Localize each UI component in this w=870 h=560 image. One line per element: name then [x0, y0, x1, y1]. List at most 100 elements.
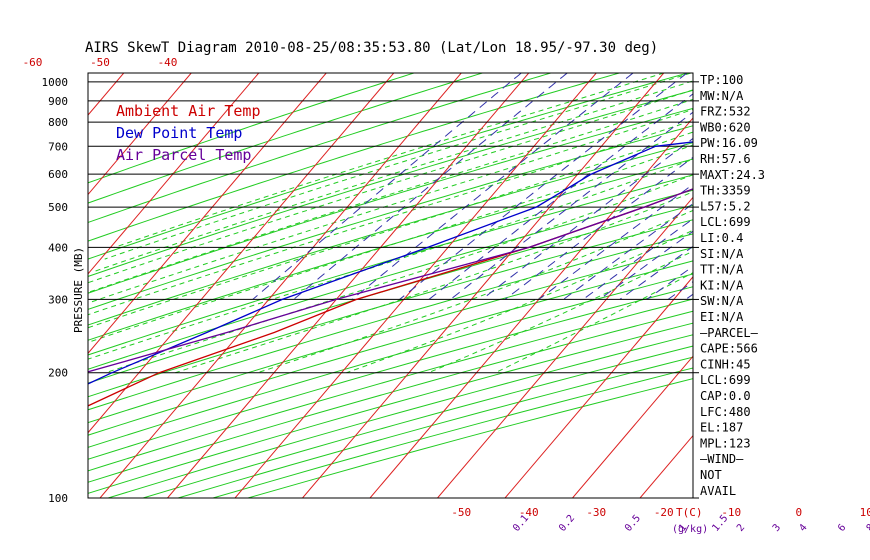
bottom-temp-tick-label: -30 [586, 506, 606, 519]
moist-adiabat-line [114, 73, 664, 248]
index-entry: PW:16.09 [700, 136, 758, 150]
top-temp-tick-label: -50 [90, 56, 110, 69]
mixing-ratio-tick-label: 4 [797, 522, 809, 534]
isotherm-line [302, 73, 665, 498]
isotherm-line [88, 73, 125, 116]
index-entry: —WIND— [700, 452, 744, 466]
plot-frame [87, 72, 694, 499]
legend-entry: Dew Point Temp [116, 124, 242, 142]
index-entry: CINH:45 [700, 357, 751, 371]
pressure-tick-label: 700 [48, 140, 68, 153]
isotherm-line [99, 73, 462, 498]
index-entry: SW:N/A [700, 294, 744, 308]
series-line-dew-point-temp [88, 141, 693, 385]
pressure-tick-label: 1000 [42, 76, 69, 89]
index-entry: CAPE:566 [700, 342, 758, 356]
series-line-ambient-air-temp [88, 188, 693, 407]
pressure-tick-label: 200 [48, 367, 68, 380]
top-temp-tick-label: -40 [158, 56, 178, 69]
mixing-ratio-tick-label: 3 [771, 522, 783, 534]
legend-entry: Ambient Air Temp [116, 102, 261, 120]
index-entry: FRZ:532 [700, 105, 751, 119]
moist-adiabat-line [104, 73, 691, 260]
isotherm-line [0, 73, 56, 498]
dry-adiabat-line [88, 233, 693, 411]
index-entry: TH:3359 [700, 184, 751, 198]
dry-adiabat-line [88, 246, 693, 424]
mixing-ratio-line [252, 73, 522, 300]
legend: Ambient Air Temp Dew Point Temp Air Parcel… [116, 102, 261, 164]
dry-adiabat-line [88, 204, 693, 384]
index-entry: WB0:620 [700, 120, 751, 134]
dry-adiabat-line [88, 73, 483, 204]
isotherm-line [88, 73, 327, 355]
bottom-temp-tick-label: -20 [654, 506, 674, 519]
dry-adiabat-line [88, 73, 688, 260]
index-entry: —PARCEL— [700, 326, 759, 340]
dry-adiabat-line [88, 158, 693, 341]
dry-adiabat-line [88, 73, 620, 242]
isotherm-line [167, 73, 530, 498]
dry-adiabat-line [88, 73, 415, 184]
index-entry: TP:100 [700, 73, 743, 87]
series-line-air-parcel-temp [88, 188, 693, 373]
dry-adiabat-line [88, 322, 693, 494]
pressure-tick-label: 900 [48, 95, 68, 108]
index-entry: TT:N/A [700, 263, 744, 277]
isotherm-line [88, 73, 192, 196]
mixing-ratio-line [293, 73, 568, 300]
dry-adiabat-line [88, 142, 693, 326]
index-entry: RH:57.6 [700, 152, 751, 166]
mixing-ratio-line [667, 281, 693, 300]
isotherm-line [88, 73, 395, 434]
bottom-temp-tick-label: 10 [860, 506, 870, 519]
index-entry: LCL:699 [700, 215, 751, 229]
dry-adiabat-line [88, 310, 693, 483]
bottom-temp-tick-label: -10 [721, 506, 741, 519]
mixing-ratio-tick-label: 0.2 [557, 513, 577, 534]
mixing-ratio-line [428, 93, 693, 300]
pressure-tick-label: 500 [48, 201, 68, 214]
top-temp-tick-label: -60 [23, 56, 43, 69]
moist-adiabat-line [88, 98, 693, 294]
index-entry: KI:N/A [700, 278, 744, 292]
isotherm-line [843, 73, 870, 498]
dry-adiabat-line [88, 73, 551, 224]
moist-adiabat-line [88, 108, 693, 304]
index-entry: EI:N/A [700, 310, 744, 324]
index-entry: MAXT:24.3 [700, 168, 765, 182]
index-entry: SI:N/A [700, 247, 744, 261]
moist-adiabat-line [88, 131, 693, 329]
dry-adiabat-line [88, 286, 693, 460]
moist-adiabat-line [495, 272, 693, 374]
legend-entry: Air Parcel Temp [116, 146, 251, 164]
plot-area [0, 73, 870, 498]
temp-unit-label: T(C) [676, 506, 703, 519]
isotherm-line [572, 355, 693, 498]
index-entry: NOT [700, 468, 722, 482]
index-entry: AVAIL [700, 484, 736, 498]
isotherm-line [369, 117, 693, 498]
mixing-ratio-line [481, 137, 693, 300]
index-entry: L57:5.2 [700, 199, 751, 213]
mixing-ratio-line [646, 265, 693, 300]
index-entry: CAP:0.0 [700, 389, 751, 403]
isotherm-line [775, 73, 870, 498]
y-axis-label: PRESSURE (MB) [72, 247, 85, 333]
pressure-tick-label: 400 [48, 241, 68, 254]
dry-adiabat-line [88, 260, 693, 436]
pressure-tick-label: 600 [48, 168, 68, 181]
chart-title: AIRS SkewT Diagram 2010-08-25/08:35:53.8… [85, 40, 658, 56]
isotherm-line [504, 276, 693, 498]
mixing-ratio-unit-label: (g/kg) [672, 524, 708, 535]
index-entry: MPL:123 [700, 436, 751, 450]
bottom-temp-tick-label: -50 [451, 506, 471, 519]
isotherm-line [234, 73, 597, 498]
dry-adiabat-line [88, 273, 693, 448]
mixing-ratio-line [538, 183, 693, 300]
index-entry: LFC:480 [700, 405, 751, 419]
bottom-temp-tick-label: 0 [795, 506, 802, 519]
index-entry: LI:0.4 [700, 231, 743, 245]
